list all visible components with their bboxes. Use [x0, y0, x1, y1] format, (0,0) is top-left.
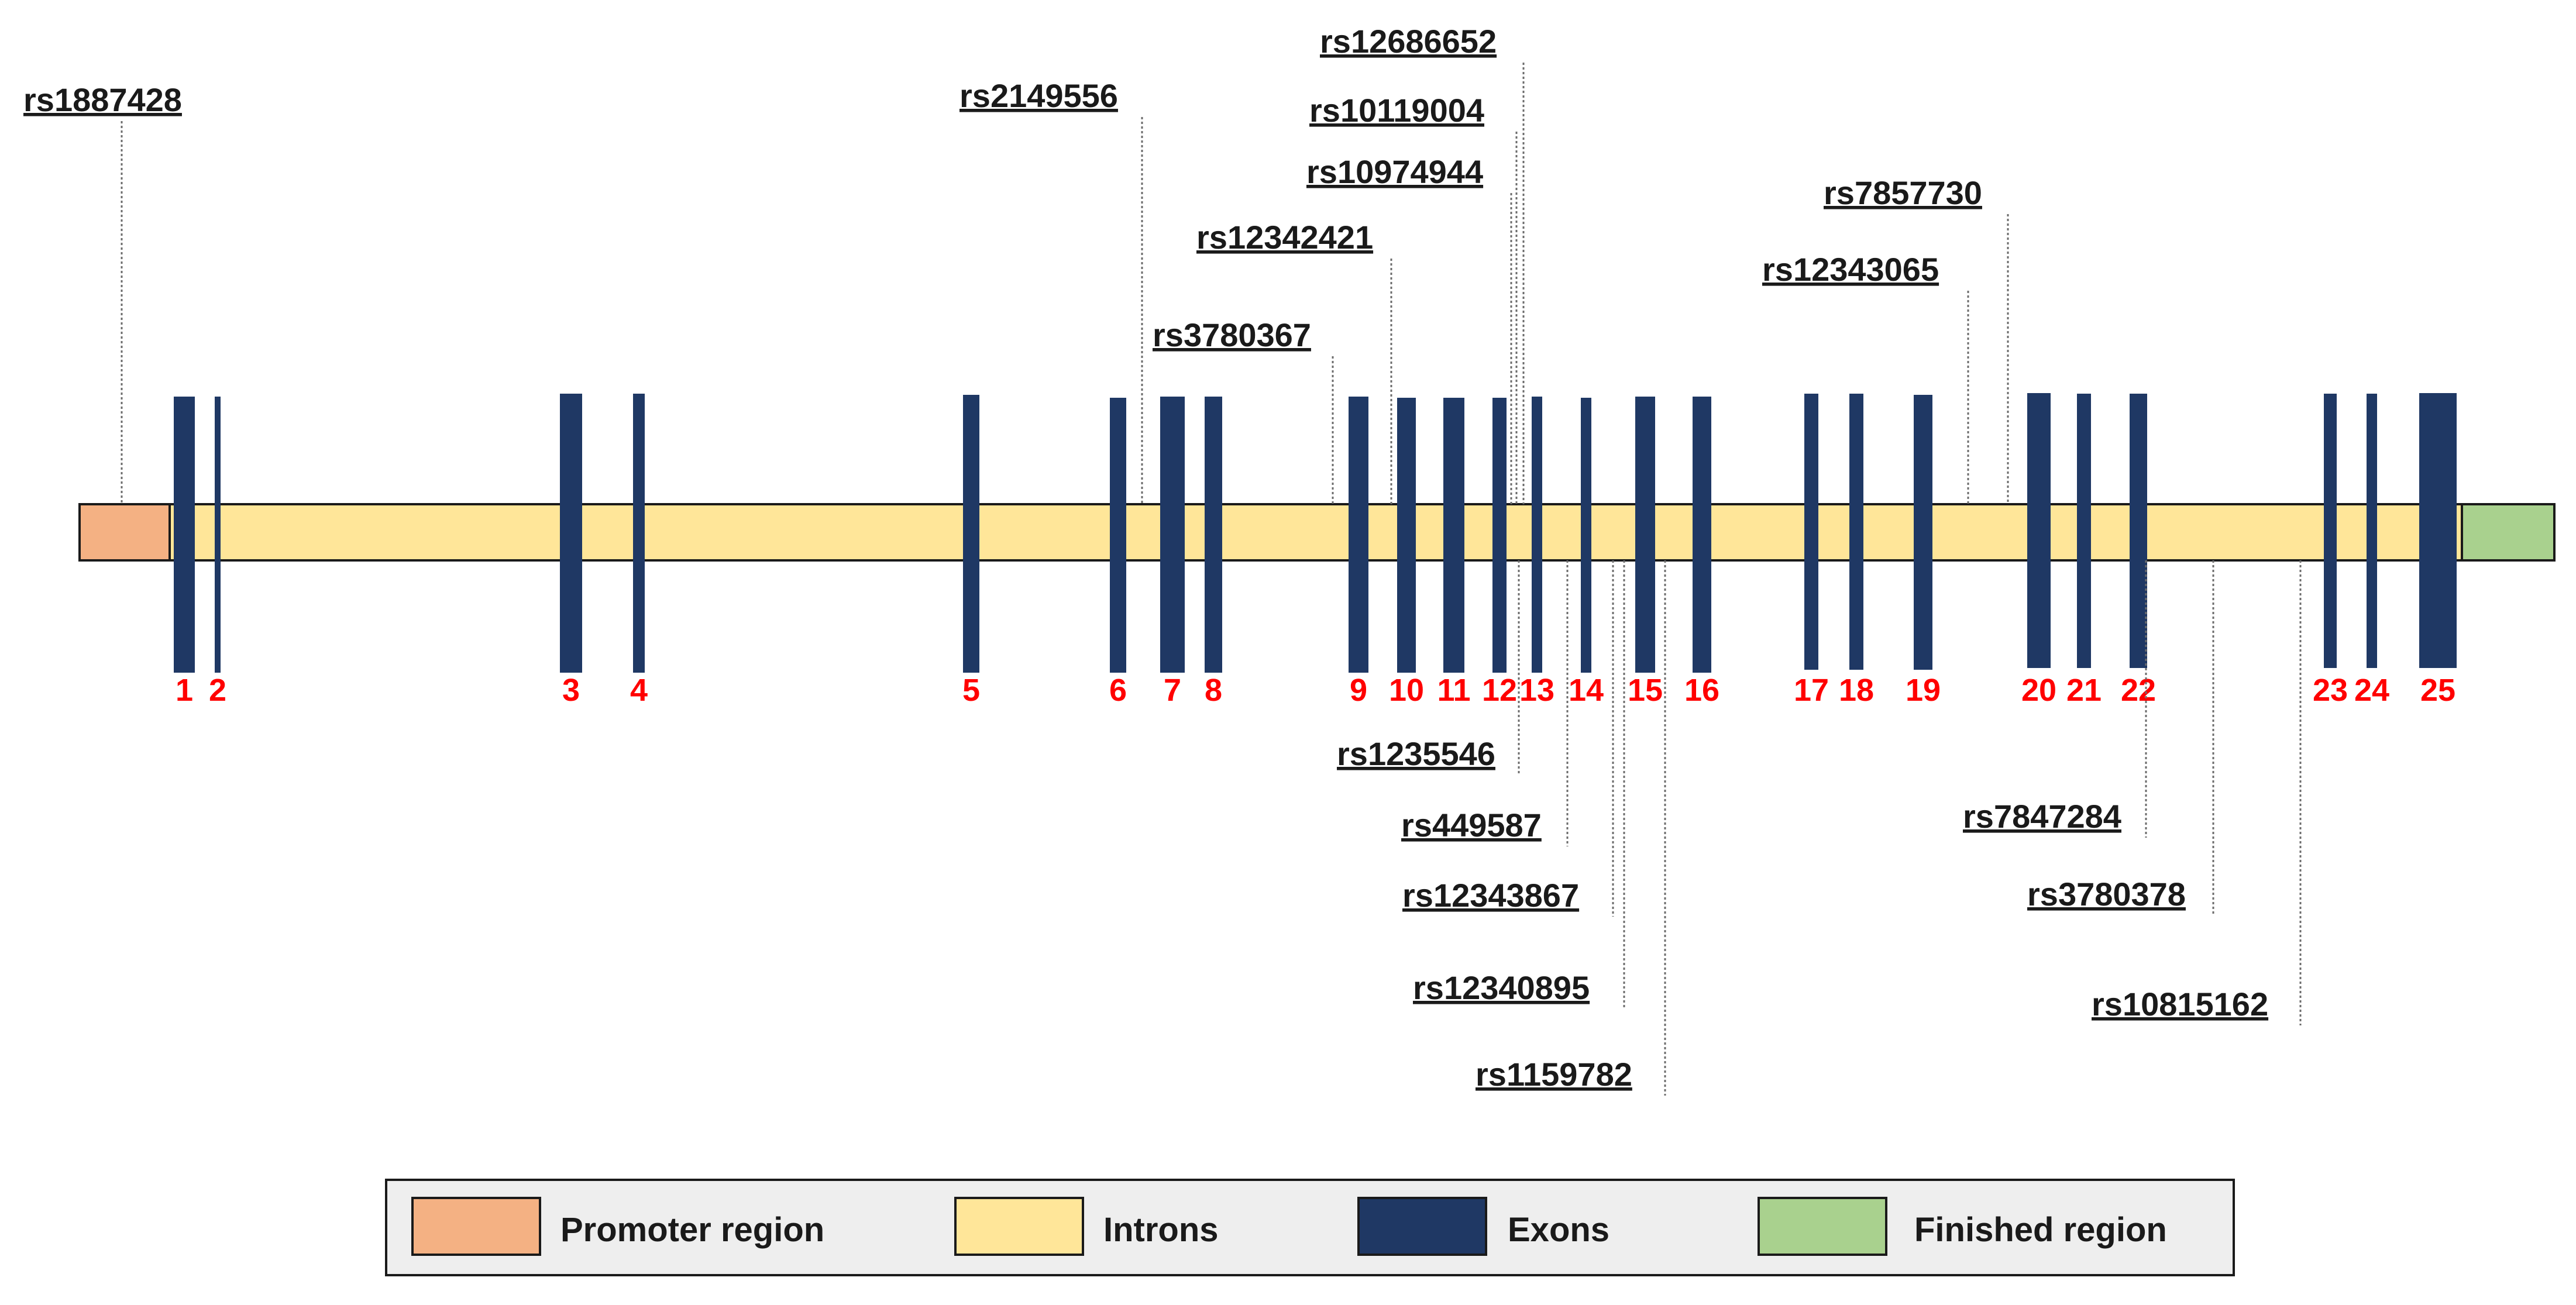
exon-number-17: 17	[1794, 673, 1829, 708]
snp-label-rs12343065: rs12343065	[1762, 251, 1939, 288]
exon-number-4: 4	[630, 673, 648, 708]
exon-number-15: 15	[1628, 673, 1663, 708]
exon-numbers-group: 1 2 3 4 5 6 7 8 9 10 11 12 13 14 15 16 17 18 19 20 21 22 23 24 2…	[176, 673, 2455, 708]
finished-region	[2461, 503, 2556, 562]
snp-label-rs10119004: rs10119004	[1309, 92, 1484, 129]
snp-label-rs10974944: rs10974944	[1306, 153, 1483, 190]
snp-label-rs12686652: rs12686652	[1320, 23, 1497, 60]
exon-17	[1804, 394, 1818, 670]
legend: Promoter region Introns Exons Finished regi…	[385, 1179, 2235, 1276]
gene-track	[78, 503, 2556, 562]
exon-13	[1532, 397, 1542, 673]
exon-number-11: 11	[1437, 673, 1470, 708]
exon-number-19: 19	[1906, 673, 1941, 708]
exon-8	[1205, 397, 1222, 673]
snp-label-rs12343867: rs12343867	[1402, 877, 1579, 914]
exon-number-14: 14	[1569, 673, 1604, 708]
legend-label-introns: Introns	[1103, 1211, 1219, 1249]
exon-3	[560, 394, 582, 673]
exon-5	[963, 395, 979, 673]
snp-label-rs1159782: rs1159782	[1476, 1056, 1632, 1093]
snp-label-rs2149556: rs2149556	[959, 77, 1118, 114]
snp-label-rs7847284: rs7847284	[1963, 798, 2121, 835]
exon-number-7: 7	[1164, 673, 1181, 708]
intron-region	[168, 503, 2464, 562]
exon-number-21: 21	[2066, 673, 2102, 708]
snp-label-rs7857730: rs7857730	[1824, 174, 1982, 211]
legend-frame	[385, 1179, 2235, 1276]
exon-15	[1635, 397, 1655, 673]
exon-19	[1914, 395, 1932, 670]
exon-number-2: 2	[209, 673, 226, 708]
exon-number-13: 13	[1519, 673, 1554, 708]
snp-label-rs3780378: rs3780378	[2027, 876, 2186, 913]
exon-10	[1397, 398, 1416, 673]
exon-23	[2324, 394, 2337, 668]
exon-number-20: 20	[2021, 673, 2056, 708]
promoter-region	[78, 503, 173, 562]
exon-number-22: 22	[2121, 673, 2156, 708]
exon-9	[1349, 397, 1368, 673]
exon-1	[174, 397, 195, 673]
legend-swatch-finished-region	[1758, 1197, 1887, 1256]
legend-swatch-introns	[954, 1197, 1084, 1256]
snp-label-rs1887428: rs1887428	[23, 81, 182, 118]
snp-label-rs12342421: rs12342421	[1196, 219, 1373, 256]
exon-number-6: 6	[1109, 673, 1127, 708]
exon-number-9: 9	[1350, 673, 1367, 708]
exon-number-25: 25	[2420, 673, 2455, 708]
exon-number-1: 1	[176, 673, 193, 708]
exon-number-3: 3	[562, 673, 580, 708]
legend-label-finished-region: Finished region	[1914, 1211, 2167, 1249]
snp-label-rs10815162: rs10815162	[2092, 986, 2268, 1022]
snp-label-rs449587: rs449587	[1401, 807, 1542, 843]
exon-number-16: 16	[1684, 673, 1719, 708]
legend-label-promoter-region: Promoter region	[560, 1211, 824, 1249]
exon-number-8: 8	[1205, 673, 1222, 708]
exons-group	[174, 393, 2457, 673]
snp-leader-lines	[121, 63, 2302, 1096]
exon-14	[1581, 398, 1591, 673]
exon-number-18: 18	[1839, 673, 1874, 708]
snp-labels-group: rs1887428 rs2149556 rs3780367 rs12342421 rs1…	[23, 23, 2268, 1093]
legend-swatch-exons	[1357, 1197, 1487, 1256]
snp-label-rs3780367: rs3780367	[1153, 316, 1311, 353]
exon-number-23: 23	[2313, 673, 2348, 708]
exon-22	[2130, 394, 2147, 668]
exon-16	[1693, 397, 1711, 673]
snp-label-rs12340895: rs12340895	[1413, 969, 1590, 1006]
legend-swatch-promoter-region	[411, 1197, 541, 1256]
exon-20	[2027, 393, 2051, 668]
exon-24	[2367, 394, 2377, 668]
exon-number-5: 5	[962, 673, 980, 708]
legend-label-exons: Exons	[1508, 1211, 1609, 1249]
exon-number-12: 12	[1482, 673, 1517, 708]
exon-number-24: 24	[2354, 673, 2389, 708]
exon-25	[2419, 393, 2457, 668]
exon-21	[2077, 394, 2091, 668]
exon-6	[1110, 398, 1126, 673]
exon-number-10: 10	[1389, 673, 1424, 708]
exon-12	[1492, 398, 1507, 673]
exon-4	[633, 394, 645, 673]
exon-11	[1443, 398, 1464, 673]
exon-18	[1849, 394, 1863, 670]
exon-7	[1160, 397, 1185, 673]
exon-2	[215, 397, 221, 673]
snp-label-rs1235546: rs1235546	[1337, 735, 1495, 772]
